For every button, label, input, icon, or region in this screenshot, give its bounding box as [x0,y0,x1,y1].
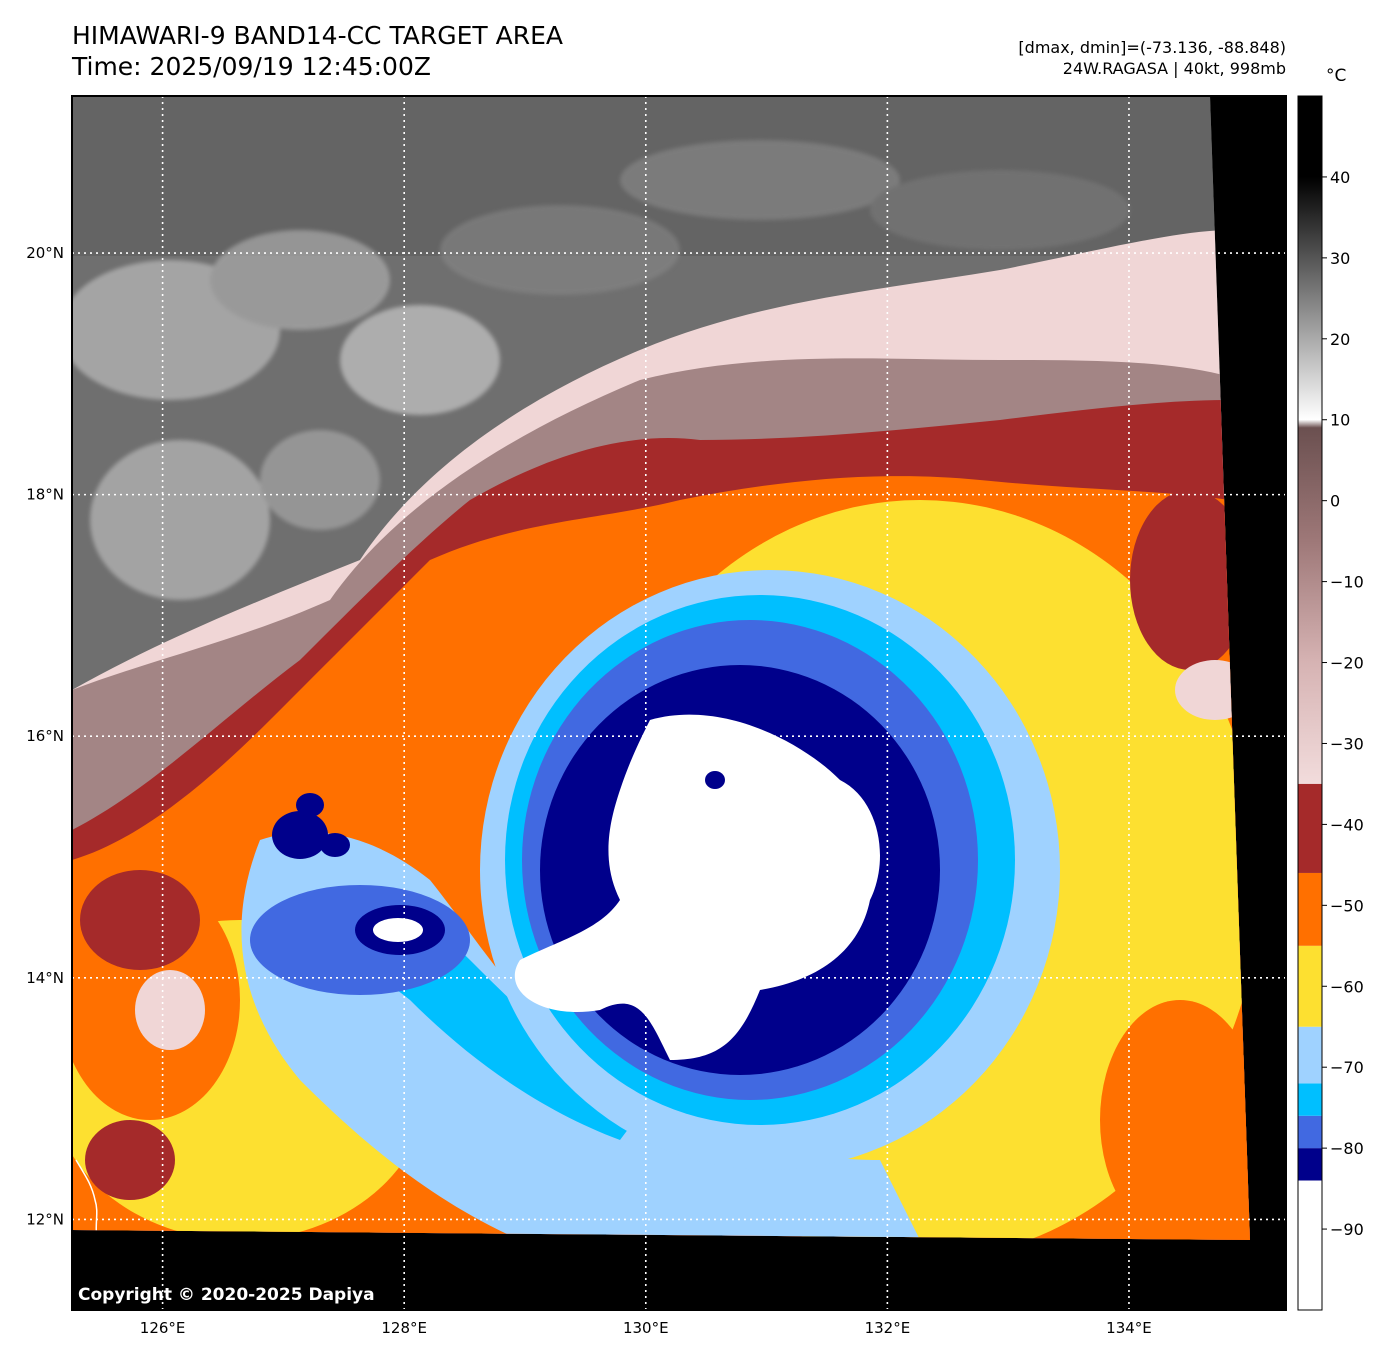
latitude-label: 12°N [26,1210,64,1228]
colorbar-tick-label: 40 [1330,168,1350,187]
colorbar-tick-label: −60 [1330,977,1364,996]
colorbar-tick-label: −50 [1330,896,1364,915]
colorbar-band [1298,1148,1322,1181]
colorbar-band [1298,872,1322,946]
colorbar-band [1298,783,1322,873]
colorbar-tick-label: 30 [1330,249,1350,268]
chart-title: HIMAWARI-9 BAND14-CC TARGET AREA [72,21,564,50]
colorbar-band [1298,1026,1322,1084]
colorbar-frame [1297,95,1323,1311]
longitude-label: 126°E [140,1319,186,1337]
longitude-label: 132°E [865,1319,911,1337]
timestamp: Time: 2025/09/19 12:45:00Z [72,52,431,81]
colorbar-tick-label: −40 [1330,815,1364,834]
copyright-text: Copyright © 2020-2025 Dapiya [78,1285,375,1305]
colorbar-band [1298,1115,1322,1149]
latitude-ticks: 20°N 18°N 16°N 14°N 12°N [26,244,64,1228]
latitude-label: 16°N [26,727,64,745]
latitude-label: 18°N [26,486,64,504]
colorbar-tick-label: 20 [1330,330,1350,349]
colorbar-tick-label: 0 [1330,492,1340,511]
longitude-ticks: 126°E 128°E 130°E 132°E 134°E [140,1319,1152,1337]
colorbar-band [1298,1083,1322,1116]
dmax-dmin-stats: [dmax, dmin]=(-73.136, -88.848) [1018,38,1286,57]
latitude-label: 20°N [26,244,64,262]
longitude-label: 134°E [1106,1319,1152,1337]
colorbar-tick-label: 10 [1330,411,1350,430]
colorbar-tick-label: −20 [1330,654,1364,673]
colorbar-tick-label: −10 [1330,573,1364,592]
colorbar-tick-label: −80 [1330,1139,1364,1158]
colorbar-tick-label: −30 [1330,734,1364,753]
colorbar-unit: °C [1326,66,1347,86]
satellite-swath [72,96,1250,1240]
colorbar-tick-label: −90 [1330,1220,1364,1239]
map-frame [71,95,1287,1311]
colorbar-band [1298,1180,1322,1310]
longitude-label: 130°E [623,1319,669,1337]
colorbar-band [1298,945,1322,1027]
storm-info: 24W.RAGASA | 40kt, 998mb [1062,59,1286,78]
graticule [72,96,1286,1310]
longitude-label: 128°E [381,1319,427,1337]
colorbar: 40 30 20 10 0 −10 −20 −30 −40 −50 −60 −70 −80 −90 [1297,95,1364,1311]
colorbar-tick-label: −70 [1330,1058,1364,1077]
latitude-label: 14°N [26,969,64,987]
colorbar-gradient [1298,96,1322,784]
